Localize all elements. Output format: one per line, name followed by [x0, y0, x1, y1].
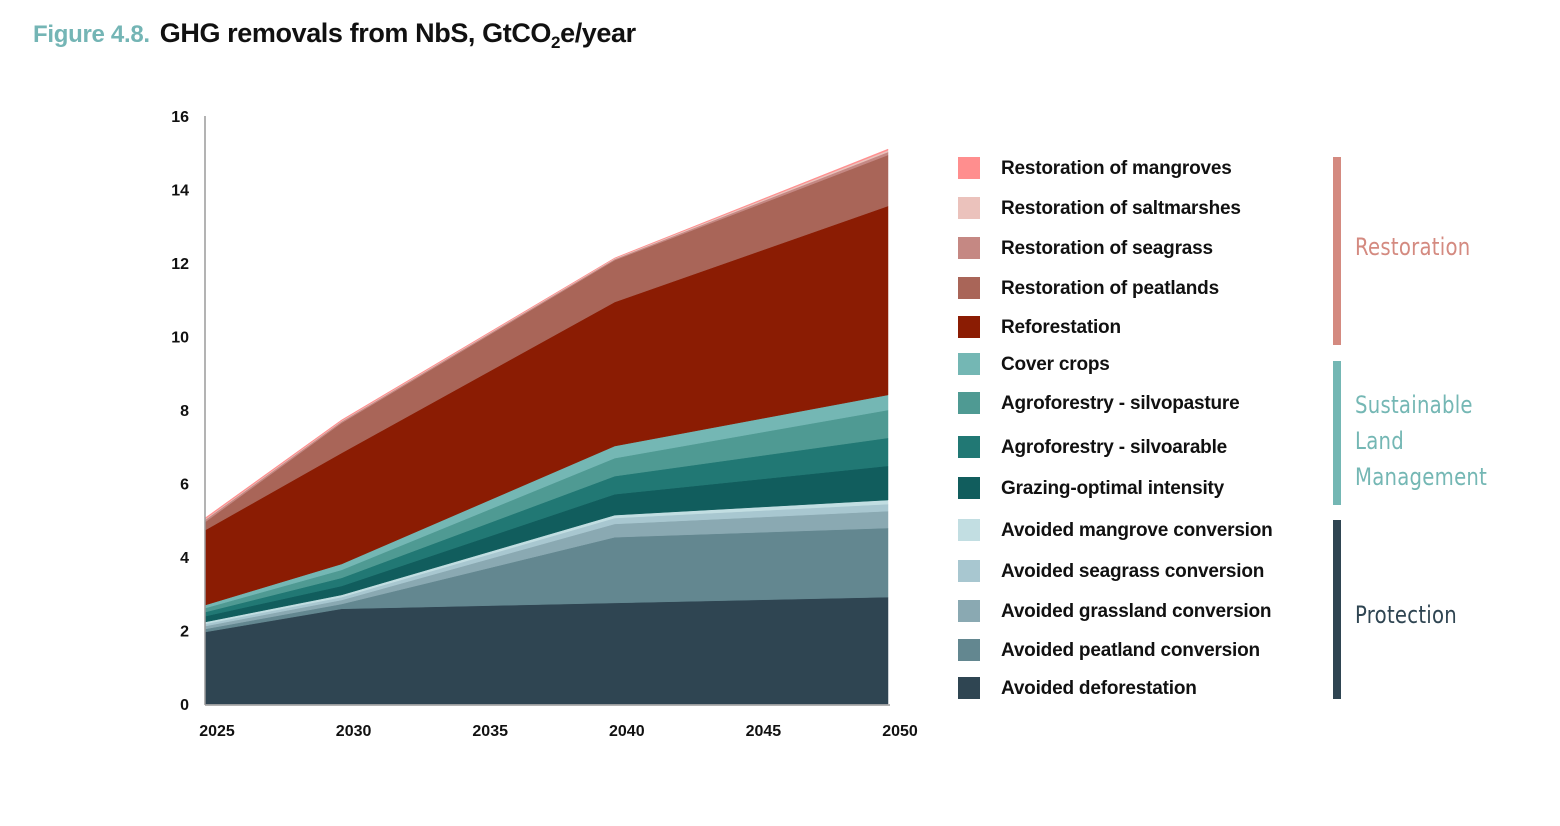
group-bracket-bar: [1333, 520, 1341, 699]
legend-label: Reforestation: [1001, 317, 1121, 338]
figure-number: Figure 4.8.: [33, 21, 150, 48]
x-tick-label: 2045: [746, 723, 782, 740]
x-tick-label: 2030: [336, 723, 372, 740]
area-restoration-of-mangroves: [204, 148, 889, 520]
legend-label: Avoided deforestation: [1001, 678, 1197, 699]
area-layers: [204, 148, 889, 705]
legend-label: Agroforestry - silvopasture: [1001, 393, 1240, 414]
group-label-restoration: Restoration: [1355, 229, 1470, 265]
legend-label: Grazing-optimal intensity: [1001, 478, 1225, 499]
y-tick-label: 10: [171, 330, 189, 347]
legend-label: Restoration of peatlands: [1001, 278, 1219, 299]
title-unit-suffix: e/year: [560, 18, 636, 48]
x-tick-label: 2040: [609, 723, 645, 740]
legend-swatch: [958, 277, 980, 299]
y-axis-ticks: 0 2 4 6 8 10 12 14 16: [171, 109, 189, 714]
legend-label: Avoided peatland conversion: [1001, 640, 1260, 661]
figure-title: Figure 4.8. GHG removals from NbS, GtCO2e…: [33, 18, 636, 51]
title-subscript: 2: [551, 33, 561, 52]
legend-label: Cover crops: [1001, 354, 1110, 375]
legend-swatch: [958, 639, 980, 661]
y-tick-label: 14: [171, 183, 189, 200]
y-tick-label: 16: [171, 109, 189, 126]
legend-label: Avoided mangrove conversion: [1001, 520, 1273, 541]
legend-swatch: [958, 157, 980, 179]
x-tick-label: 2035: [472, 723, 508, 740]
legend-swatch: [958, 237, 980, 259]
legend-swatch: [958, 519, 980, 541]
group-label-line: Management: [1355, 463, 1488, 491]
legend-swatch: [958, 436, 980, 458]
y-tick-label: 12: [171, 256, 189, 273]
x-axis-ticks: 2025 2030 2035 2040 2045 2050: [199, 723, 918, 740]
y-tick-label: 8: [180, 403, 189, 420]
legend-swatch: [958, 197, 980, 219]
legend-swatch: [958, 353, 980, 375]
legend-label: Agroforestry - silvoarable: [1001, 437, 1228, 458]
x-tick-label: 2050: [882, 723, 918, 740]
y-tick-label: 0: [180, 697, 189, 714]
group-label-line: Land: [1355, 427, 1404, 455]
group-bracket-bar: [1333, 361, 1341, 505]
group-label-line: Sustainable: [1355, 391, 1473, 419]
y-tick-label: 4: [180, 550, 189, 567]
group-label-line: Protection: [1355, 601, 1458, 629]
group-label-line: Restoration: [1355, 233, 1471, 261]
legend-swatch: [958, 677, 980, 699]
legend-swatch: [958, 600, 980, 622]
legend-swatch: [958, 477, 980, 499]
legend-swatch: [958, 316, 980, 338]
x-tick-label: 2025: [199, 723, 235, 740]
y-tick-label: 6: [180, 477, 189, 494]
legend-label: Restoration of seagrass: [1001, 238, 1213, 259]
legend-label: Restoration of mangroves: [1001, 158, 1232, 179]
legend-label: Restoration of saltmarshes: [1001, 198, 1241, 219]
legend-label: Avoided grassland conversion: [1001, 601, 1272, 622]
group-bracket-bar: [1333, 157, 1341, 345]
group-label-protection: Protection: [1355, 597, 1457, 633]
legend-swatch: [958, 560, 980, 582]
legend-swatch: [958, 392, 980, 414]
figure-title-text: GHG removals from NbS, GtCO2e/year: [159, 18, 636, 51]
group-label-sustainable-land-management: Sustainable Land Management: [1355, 387, 1487, 495]
legend-label: Avoided seagrass conversion: [1001, 561, 1265, 582]
y-tick-label: 2: [180, 624, 189, 641]
title-main: GHG removals from NbS, GtCO: [159, 18, 552, 48]
